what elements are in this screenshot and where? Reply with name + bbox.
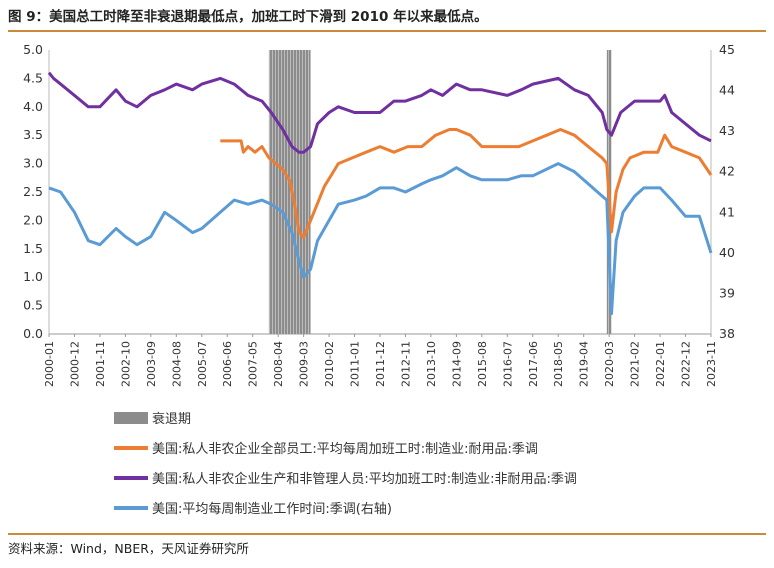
x-tick-label: 2003-09 [145, 341, 158, 387]
x-tick-label: 2010-02 [323, 341, 336, 387]
y-right-tick-label: 41 [719, 204, 735, 219]
y-left-tick-label: 0.5 [23, 298, 43, 313]
legend-swatch-recession [114, 412, 148, 424]
blue-weekly-hours-line [48, 162, 713, 316]
x-tick-label: 2000-01 [43, 341, 56, 387]
x-tick-label: 2007-05 [247, 341, 260, 387]
x-tick-label: 2011-01 [349, 341, 362, 387]
purple-overtime-nondurable-line [47, 71, 712, 154]
x-tick-label: 2020-03 [603, 341, 616, 387]
x-axis: 2000-01 2000-12 2001-11 2002-10 2003-09 2004-… [43, 334, 718, 387]
x-tick-label: 2011-12 [374, 341, 387, 387]
y-right-tick-label: 45 [719, 42, 735, 57]
y-left-tick-label: 2.0 [23, 212, 43, 227]
x-tick-label: 2018-05 [552, 341, 565, 387]
y-right-tick-label: 42 [719, 164, 735, 179]
x-tick-label: 2023-11 [705, 341, 718, 387]
x-tick-label: 2000-12 [68, 341, 81, 387]
series-lines [47, 71, 713, 316]
y-left-tick-label: 5.0 [23, 42, 43, 57]
x-tick-label: 2017-06 [527, 341, 540, 387]
y-right-tick-label: 44 [719, 83, 735, 98]
y-right-tick-label: 38 [719, 326, 735, 341]
legend-label: 衰退期 [152, 411, 191, 427]
legend-label: 美国:平均每周制造业工作时间:季调(右轴) [152, 501, 392, 517]
y-right-axis: 38 39 40 41 42 43 44 45 [719, 42, 735, 341]
legend-label: 美国:私人非农企业全部员工:平均每周加班工时:制造业:耐用品:季调 [152, 441, 538, 457]
y-right-tick-label: 39 [719, 285, 735, 300]
y-left-tick-label: 2.5 [23, 184, 43, 199]
title-divider [8, 30, 766, 32]
y-left-tick-label: 4.0 [23, 99, 43, 114]
figure-title: 图 9：美国总工时降至非衰退期最低点，加班工时下滑到 2010 年以来最低点。 [8, 9, 488, 25]
x-tick-label: 2021-02 [629, 341, 642, 387]
line-chart: 0.0 0.5 1.0 1.5 2.0 2.5 3.0 3.5 4.0 4.5 5.0 38 39 40… [23, 42, 735, 517]
x-tick-label: 2014-09 [450, 341, 463, 387]
y-right-tick-label: 40 [719, 245, 735, 260]
x-tick-label: 2001-11 [94, 341, 107, 387]
source-note: 资料来源：Wind，NBER，天风证券研究所 [8, 541, 249, 556]
recession-bar [268, 50, 311, 334]
x-tick-label: 2005-07 [196, 341, 209, 387]
y-right-tick-label: 43 [719, 123, 735, 138]
footer-divider [8, 533, 766, 535]
x-tick-label: 2009-03 [298, 341, 311, 387]
x-tick-label: 2008-04 [272, 341, 285, 387]
legend-label: 美国:私人非农企业生产和非管理人员:平均加班工时:制造业:非耐用品:季调 [152, 471, 577, 487]
x-tick-label: 2022-12 [680, 341, 693, 387]
legend: 衰退期美国:私人非农企业全部员工:平均每周加班工时:制造业:耐用品:季调美国:私… [114, 411, 577, 517]
x-tick-label: 2012-11 [399, 341, 412, 387]
y-left-tick-label: 3.5 [23, 127, 43, 142]
x-tick-label: 2006-06 [221, 341, 234, 387]
x-tick-label: 2019-04 [578, 341, 591, 387]
recession-bars [268, 50, 612, 334]
orange-overtime-durable-line [220, 128, 713, 239]
y-left-tick-label: 1.5 [23, 241, 43, 256]
y-left-tick-label: 3.0 [23, 156, 43, 171]
x-tick-label: 2015-08 [476, 341, 489, 387]
y-left-tick-label: 0.0 [23, 326, 43, 341]
x-tick-label: 2002-10 [119, 341, 132, 387]
x-tick-label: 2004-08 [170, 341, 183, 387]
y-left-tick-label: 4.5 [23, 70, 43, 85]
x-tick-label: 2013-10 [425, 341, 438, 387]
x-tick-label: 2016-07 [501, 341, 514, 387]
y-left-axis: 0.0 0.5 1.0 1.5 2.0 2.5 3.0 3.5 4.0 4.5 5.0 [23, 42, 43, 341]
y-left-tick-label: 1.0 [23, 269, 43, 284]
x-tick-label: 2022-01 [654, 341, 667, 387]
